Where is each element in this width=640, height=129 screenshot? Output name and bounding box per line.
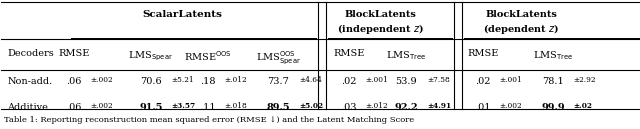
Text: ±.002: ±.002: [90, 102, 113, 110]
Text: ±.018: ±.018: [225, 102, 247, 110]
Text: ±.001: ±.001: [365, 76, 388, 84]
Text: ±2.92: ±2.92: [573, 76, 596, 84]
Text: ±4.91: ±4.91: [427, 102, 451, 110]
Text: Decoders: Decoders: [7, 49, 54, 58]
Text: 73.7: 73.7: [268, 77, 289, 86]
Text: 53.9: 53.9: [396, 77, 417, 86]
Text: Additive: Additive: [7, 103, 48, 112]
Text: ±4.64: ±4.64: [299, 76, 322, 84]
Text: BlockLatents
(independent $z$): BlockLatents (independent $z$): [337, 10, 424, 36]
Text: 99.9: 99.9: [541, 103, 565, 112]
Text: Non-add.: Non-add.: [7, 77, 52, 86]
Text: LMS$_{\rm Spear}$: LMS$_{\rm Spear}$: [128, 49, 173, 63]
Text: ScalarLatents: ScalarLatents: [143, 10, 223, 19]
Text: ±.001: ±.001: [499, 76, 522, 84]
Text: .18: .18: [200, 77, 216, 86]
Text: RMSE: RMSE: [467, 49, 499, 58]
Text: ±5.02: ±5.02: [299, 102, 323, 110]
Text: .06: .06: [67, 103, 82, 112]
Text: 89.5: 89.5: [267, 103, 291, 112]
Text: .01: .01: [475, 103, 491, 112]
Text: Table 1: Reporting reconstruction mean squared error (RMSE ↓) and the Latent Mat: Table 1: Reporting reconstruction mean s…: [4, 116, 414, 124]
Text: 70.6: 70.6: [140, 77, 161, 86]
Text: ±.002: ±.002: [90, 76, 113, 84]
Text: 92.2: 92.2: [394, 103, 418, 112]
Text: ±3.57: ±3.57: [172, 102, 195, 110]
Text: LMS$_{\rm Tree}$: LMS$_{\rm Tree}$: [386, 49, 426, 62]
Text: ±.012: ±.012: [225, 76, 247, 84]
Text: .02: .02: [475, 77, 491, 86]
Text: .11: .11: [200, 103, 216, 112]
Text: ±5.21: ±5.21: [172, 76, 194, 84]
Text: ±.012: ±.012: [365, 102, 388, 110]
Text: RMSE: RMSE: [58, 49, 90, 58]
Text: RMSE: RMSE: [333, 49, 364, 58]
Text: 91.5: 91.5: [139, 103, 163, 112]
Text: 78.1: 78.1: [542, 77, 564, 86]
Text: ±.02: ±.02: [573, 102, 593, 110]
Text: RMSE$^{\rm OOS}$: RMSE$^{\rm OOS}$: [184, 49, 232, 63]
Text: .03: .03: [341, 103, 356, 112]
Text: ±.002: ±.002: [499, 102, 522, 110]
Text: .02: .02: [341, 77, 356, 86]
Text: .06: .06: [67, 77, 82, 86]
Text: BlockLatents
(dependent $z$): BlockLatents (dependent $z$): [483, 10, 559, 36]
Text: LMS$_{\rm Tree}$: LMS$_{\rm Tree}$: [533, 49, 573, 62]
Text: ±7.58: ±7.58: [427, 76, 449, 84]
Text: LMS$^{\rm OOS}_{\rm Spear}$: LMS$^{\rm OOS}_{\rm Spear}$: [256, 49, 301, 67]
